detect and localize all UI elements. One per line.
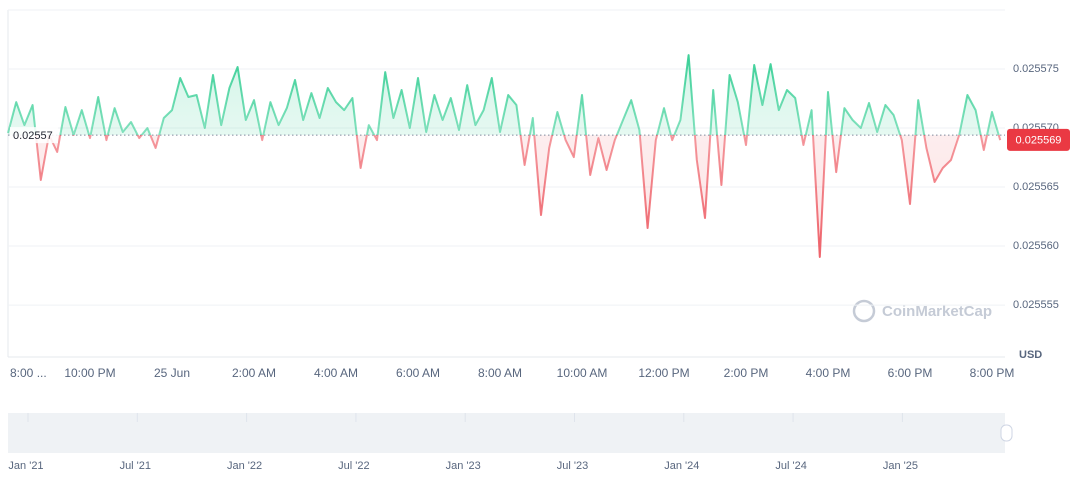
navigator-label: Jan '25	[883, 460, 918, 472]
y-tick-label: 0.025565	[1013, 181, 1059, 193]
x-tick-label: 4:00 AM	[314, 366, 358, 380]
navigator-label: Jul '24	[775, 460, 806, 472]
area-fill	[8, 55, 1001, 257]
x-tick-label: 6:00 AM	[396, 366, 440, 380]
price-line	[7, 54, 1002, 258]
navigator-label: Jul '23	[557, 460, 588, 472]
x-tick-label: 25 Jun	[154, 366, 190, 380]
x-tick-label: 4:00 PM	[806, 366, 851, 380]
x-tick-label: 2:00 PM	[724, 366, 769, 380]
navigator-label: Jul '22	[338, 460, 369, 472]
navigator-track[interactable]	[8, 413, 1005, 453]
navigator-label: Jan '24	[664, 460, 699, 472]
baseline-label-bg	[10, 127, 58, 144]
watermark-logo	[852, 299, 876, 323]
x-tick-label: 8:00 PM	[970, 366, 1015, 380]
x-tick-label: 10:00 AM	[557, 366, 608, 380]
watermark-text: CoinMarketCap	[882, 303, 992, 320]
x-tick-label: 8:00 ...	[10, 366, 47, 380]
navigator-label: Jan '21	[8, 460, 43, 472]
price-tag-label: 0.025569	[1016, 135, 1062, 147]
navigator-label: Jan '23	[446, 460, 481, 472]
x-tick-label: 12:00 PM	[638, 366, 689, 380]
y-tick-label: 0.025555	[1013, 299, 1059, 311]
y-tick-label: 0.025575	[1013, 63, 1059, 75]
x-tick-label: 2:00 AM	[232, 366, 276, 380]
x-tick-label: 6:00 PM	[888, 366, 933, 380]
x-tick-label: 10:00 PM	[64, 366, 115, 380]
watermark: CoinMarketCap	[852, 299, 992, 323]
navigator-label: Jan '22	[227, 460, 262, 472]
navigator-label: Jul '21	[120, 460, 151, 472]
y-tick-label: 0.025560	[1013, 240, 1059, 252]
x-tick-label: 8:00 AM	[478, 366, 522, 380]
baseline-label: 0.02557	[13, 130, 53, 142]
navigator-handle[interactable]	[1000, 424, 1013, 442]
price-tag	[1007, 128, 1070, 151]
unit-label: USD	[1019, 349, 1042, 361]
